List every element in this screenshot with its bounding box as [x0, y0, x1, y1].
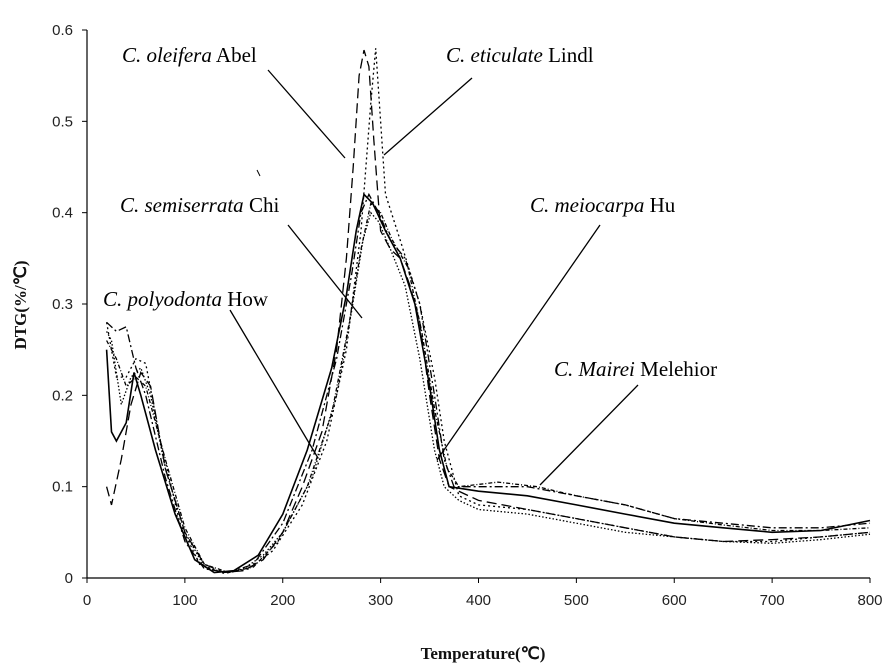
series-group — [105, 48, 871, 575]
series-line-3 — [105, 192, 871, 574]
series-line-0 — [105, 49, 871, 574]
leader-oleifera — [267, 69, 346, 159]
x-tick-label: 800 — [857, 592, 882, 609]
stray-mark — [256, 169, 261, 177]
leader-mairei — [539, 384, 639, 486]
y-tick-label: 0.3 — [52, 296, 73, 313]
x-tick-label: 300 — [368, 592, 393, 609]
y-tick-label: 0 — [65, 570, 73, 587]
annotation-semiserrata: C. semiserrata Chi — [120, 193, 279, 217]
x-tick-label: 500 — [564, 592, 589, 609]
series-line-5 — [106, 202, 871, 574]
axis-ticks: 0 100 200 300 400 500 600 700 800 0 0.1 0.2 0.3 0.4 0.… — [52, 22, 882, 609]
x-tick-label: 0 — [83, 592, 91, 609]
annotation-polyodonta: C. polyodonta How — [103, 287, 269, 311]
leader-polyodonta — [229, 309, 319, 459]
annotation-eticulate: C. eticulate Lindl — [446, 43, 594, 67]
y-tick-label: 0.6 — [52, 22, 73, 39]
y-tick-label: 0.5 — [52, 113, 73, 130]
annotation-oleifera: C. oleifera Abel — [122, 43, 257, 67]
annotation-leaders — [229, 69, 639, 486]
y-tick-label: 0.2 — [52, 387, 73, 404]
leader-semiserrata — [287, 224, 363, 319]
x-axis-title: Temperature(℃) — [421, 644, 546, 663]
leader-eticulate — [383, 77, 473, 156]
series-line-2 — [106, 192, 871, 574]
series-line-1 — [105, 48, 871, 575]
x-tick-label: 200 — [270, 592, 295, 609]
leader-meiocarpa — [436, 224, 601, 461]
y-tick-label: 0.1 — [52, 479, 73, 496]
x-tick-label: 700 — [760, 592, 785, 609]
annotation-meiocarpa: C. meiocarpa Hu — [530, 193, 676, 217]
x-tick-label: 400 — [466, 592, 491, 609]
annotation-mairei: C. Mairei Melehior — [554, 357, 717, 381]
y-tick-label: 0.4 — [52, 205, 73, 222]
x-tick-label: 100 — [172, 592, 197, 609]
series-line-4 — [106, 211, 871, 574]
y-axis-title: DTG(%/℃) — [11, 261, 30, 350]
x-tick-label: 600 — [662, 592, 687, 609]
